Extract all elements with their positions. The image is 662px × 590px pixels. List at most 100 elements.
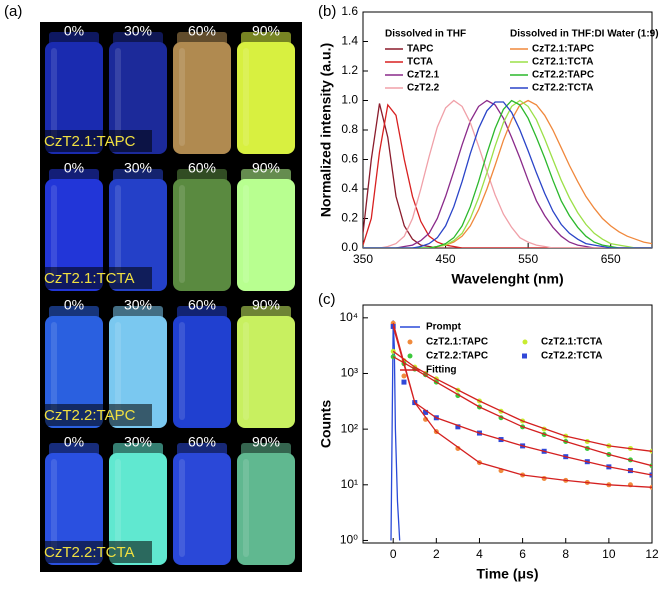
x-tick-label: 2 [433,547,440,561]
point [455,445,461,451]
legend-label: Prompt [426,322,462,333]
x-tick-label: 350 [353,252,373,266]
vial-fraction: 0% [64,434,84,450]
vial-fraction: 90% [252,297,280,313]
sample-label-bg [40,130,152,152]
vial [109,316,167,428]
vial [45,42,103,154]
vial-glare [115,459,121,557]
vial-fraction: 90% [252,160,280,176]
vial-glare [51,459,57,557]
vial-glare [179,185,185,283]
plot-area [363,99,652,248]
vial [237,42,295,154]
legend-label: TCTA [407,57,433,68]
vial [45,453,103,565]
vial-fraction: 90% [252,23,280,39]
vial [173,316,231,428]
series-line [363,103,652,248]
x-tick-label: 8 [562,547,569,561]
y-tick-label: 10³ [341,366,358,380]
legend-swatch [407,339,413,345]
panel-label: (c) [318,291,336,308]
legend-label: CzT2.1:TAPC [426,337,488,348]
vial-fraction: 30% [124,297,152,313]
photo-panel: 0% 30% 60% 90% CzT2.1:TAPC 0% 30% 60% 90% CzT2.1:… [40,23,295,565]
vial-glare [179,459,185,557]
x-tick-label: 550 [518,252,538,266]
plot-frame [362,304,653,544]
series-line [392,323,652,488]
plot-area [390,320,652,541]
x-tick-label: 650 [601,252,621,266]
legend-label: CzT2.1:TAPC [532,44,594,55]
vial-fraction: 0% [64,23,84,39]
vial-fraction: 60% [188,297,216,313]
point [401,373,407,379]
point [455,424,461,430]
y-tick-label: 0.2 [341,211,358,225]
legend-swatch [522,339,528,345]
vial [45,316,103,428]
series-line [363,99,652,248]
vial-fraction: 60% [188,23,216,39]
panel-label: (a) [4,3,22,20]
vial-glare [51,322,57,420]
x-tick-label: 0 [390,547,397,561]
legend-title: Dissolved in THF [385,29,466,40]
sample-label: CzT2.2:TAPC [44,407,136,424]
vial [173,42,231,154]
y-tick-label: 0.8 [341,122,358,136]
vial-fraction: 90% [252,434,280,450]
vial-glare [115,322,121,420]
series-line [363,101,652,248]
y-tick-label: 0.4 [341,181,358,195]
chart: 350 450 550 650 0.0 0.2 0.4 0.6 0.8 1.0 1.2 1.4 1.6 W… [318,4,659,287]
vial [109,42,167,154]
legend-label: CzT2.2:TAPC [532,70,594,81]
x-tick-label: 4 [476,547,483,561]
point [423,409,429,415]
series-line [363,99,652,248]
legend-label: CzT2.2:TAPC [426,351,488,362]
vial-fraction: 0% [64,160,84,176]
sample-label-bg [40,541,152,563]
sample-label: CzT2.1:TCTA [44,270,135,287]
legend-label: CzT2.1:TCTA [541,337,602,348]
sample-label: CzT2.2:TCTA [44,544,135,561]
vial [237,316,295,428]
y-axis-title: Counts [318,400,334,448]
series-line [363,99,652,248]
y-tick-label: 1.6 [341,4,358,18]
y-tick-label: 1.0 [341,93,358,107]
vial-glare [243,48,249,146]
vial-glare [51,185,57,283]
legend-label: CzT2.1 [407,70,440,81]
legend-label: CzT2.2:TCTA [541,351,602,362]
vial [237,453,295,565]
vial-fraction: 30% [124,434,152,450]
x-tick-label: 450 [436,252,456,266]
y-tick-label: 10¹ [341,477,358,491]
legend-label: TAPC [407,44,433,55]
legend-label: CzT2.2:TCTA [532,83,593,94]
x-axis-title: Time (μs) [477,566,539,582]
x-tick-label: 6 [519,547,526,561]
legend-title: Dissolved in THF:DI Water (1:9) [510,29,659,40]
sample-label-bg [40,267,152,289]
y-tick-label: 0.6 [341,152,358,166]
vial-fraction: 0% [64,297,84,313]
vial-glare [243,322,249,420]
series-line [363,103,652,248]
legend-label: CzT2.2 [407,83,440,94]
series-line [363,99,652,248]
vial [109,453,167,565]
vial [45,179,103,291]
vial-fraction: 30% [124,23,152,39]
vial-glare [51,48,57,146]
legend-label: Fitting [426,365,457,376]
vial-fraction: 60% [188,160,216,176]
x-axis-title: Wavelenght (nm) [451,271,563,287]
vial-glare [115,185,121,283]
vial [173,453,231,565]
